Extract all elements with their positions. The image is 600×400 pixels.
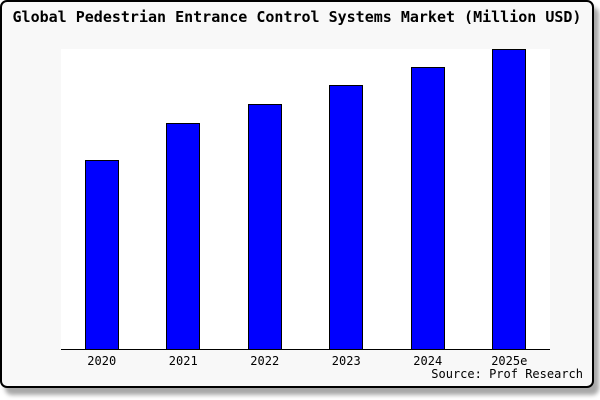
bar-slot — [469, 49, 551, 349]
x-axis-label: 2020 — [87, 354, 117, 368]
x-axis-label: 2024 — [413, 354, 443, 368]
chart-title: Global Pedestrian Entrance Control Syste… — [12, 8, 582, 26]
x-axis-labels: 2020 2021 2022 2023 2024 2025e — [61, 354, 550, 368]
x-axis-label: 2022 — [250, 354, 280, 368]
source-label: Source: Prof Research — [431, 367, 583, 381]
bar-slot — [306, 49, 388, 349]
bar-slot — [224, 49, 306, 349]
bar-slot — [143, 49, 225, 349]
bar-2025e — [492, 49, 527, 349]
chart-frame: Global Pedestrian Entrance Control Syste… — [0, 0, 594, 388]
bar-slot — [387, 49, 469, 349]
bar-slot — [61, 49, 143, 349]
x-axis-label: 2021 — [168, 354, 198, 368]
bar-2024 — [410, 67, 445, 349]
x-axis-label: 2023 — [331, 354, 361, 368]
bar-2021 — [166, 123, 201, 349]
plot-area — [61, 49, 550, 350]
bar-2020 — [84, 160, 119, 349]
bar-2023 — [329, 85, 364, 349]
x-axis-label: 2025e — [491, 354, 528, 368]
bar-2022 — [247, 104, 282, 349]
